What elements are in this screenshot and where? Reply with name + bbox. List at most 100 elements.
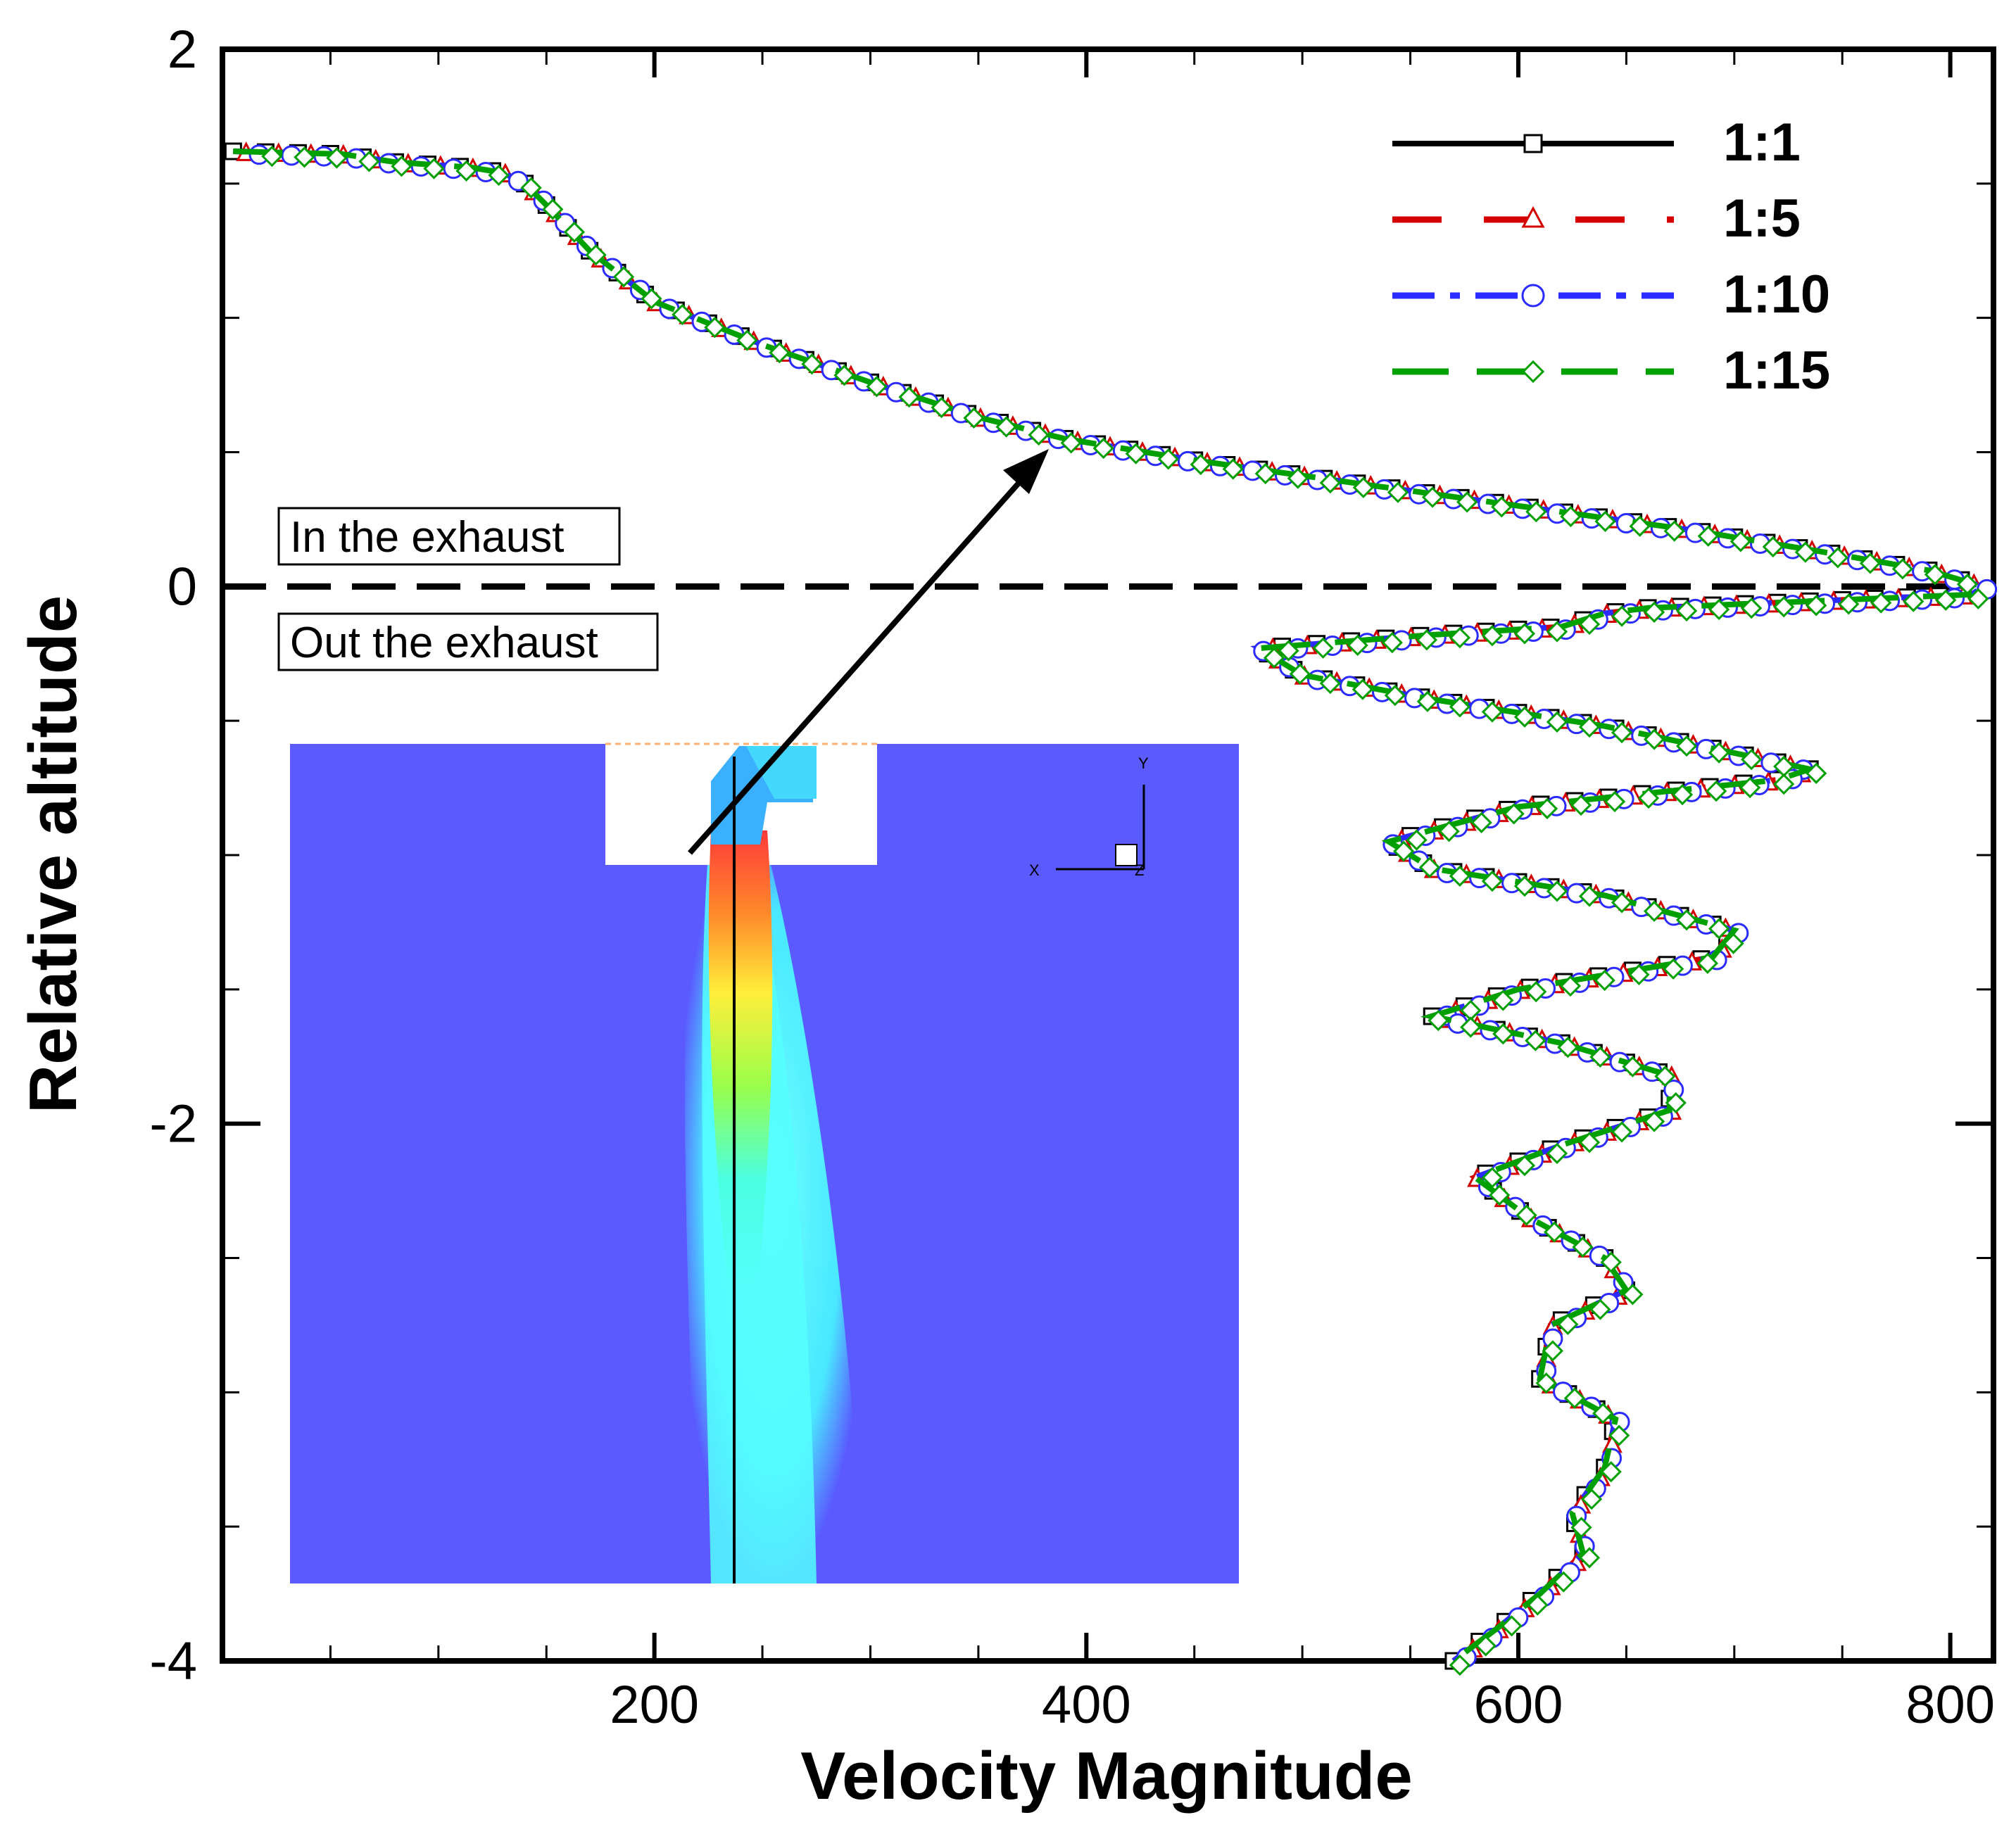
marker-diamond bbox=[1741, 598, 1763, 619]
marker-diamond bbox=[1580, 1488, 1603, 1510]
marker-diamond bbox=[1028, 424, 1050, 446]
marker-diamond bbox=[1421, 486, 1444, 508]
marker-diamond bbox=[1557, 1313, 1579, 1335]
marker-diamond bbox=[1643, 1111, 1665, 1132]
marker-diamond bbox=[358, 151, 380, 172]
marker-diamond bbox=[931, 396, 952, 419]
marker-diamond bbox=[1416, 629, 1438, 651]
marker-diamond bbox=[1870, 592, 1892, 614]
marker-diamond bbox=[1449, 1654, 1471, 1676]
marker-diamond bbox=[1611, 892, 1633, 914]
marker-diamond bbox=[1525, 501, 1547, 523]
marker-diamond bbox=[1611, 721, 1633, 744]
marker-diamond bbox=[1675, 909, 1698, 931]
marker-diamond bbox=[1643, 900, 1665, 922]
marker-diamond bbox=[1637, 787, 1660, 809]
marker-diamond bbox=[1654, 1066, 1676, 1087]
marker-diamond bbox=[1546, 711, 1568, 733]
marker-diamond bbox=[898, 386, 920, 408]
marker-diamond bbox=[1449, 865, 1471, 887]
x-tick-label: 600 bbox=[1474, 1675, 1563, 1735]
marker-diamond bbox=[391, 156, 412, 177]
marker-diamond bbox=[1594, 510, 1616, 532]
marker-diamond bbox=[1319, 672, 1341, 695]
marker-diamond bbox=[1570, 794, 1592, 816]
y-tick-label: 0 bbox=[168, 557, 197, 617]
inset-z-label: Z bbox=[1135, 861, 1144, 879]
marker-diamond bbox=[1643, 728, 1665, 750]
marker-diamond bbox=[1092, 437, 1114, 460]
inset-axis-triad: Y X Z bbox=[1029, 754, 1149, 879]
marker-diamond bbox=[1838, 593, 1860, 615]
marker-diamond bbox=[1428, 1009, 1449, 1032]
marker-diamond bbox=[1513, 875, 1536, 897]
annotation-out-exhaust-label: Out the exhaust bbox=[290, 619, 598, 667]
legend-marker-square bbox=[1523, 134, 1543, 153]
marker-diamond bbox=[704, 317, 726, 339]
marker-diamond bbox=[1935, 589, 1957, 611]
marker-diamond bbox=[585, 244, 607, 266]
marker-diamond bbox=[1643, 601, 1665, 623]
marker-diamond bbox=[1546, 880, 1568, 902]
marker-diamond bbox=[1438, 821, 1460, 842]
legend-entry-1-10: 1:10 bbox=[1392, 265, 1830, 324]
marker-diamond bbox=[1470, 811, 1492, 833]
marker-diamond bbox=[1481, 625, 1504, 647]
marker-diamond bbox=[326, 147, 348, 169]
marker-diamond bbox=[1604, 790, 1626, 813]
legend-label-1-1: 1:1 bbox=[1723, 113, 1801, 172]
marker-diamond bbox=[1608, 1424, 1630, 1446]
marker-diamond bbox=[1705, 780, 1727, 802]
marker-diamond bbox=[1475, 1635, 1497, 1657]
marker-diamond bbox=[1501, 1615, 1523, 1637]
marker-diamond bbox=[1546, 621, 1568, 643]
marker-diamond bbox=[963, 407, 985, 429]
marker-diamond bbox=[1289, 663, 1311, 685]
marker-diamond bbox=[1416, 690, 1439, 712]
legend-marker-triangle bbox=[1521, 206, 1545, 228]
marker-diamond bbox=[542, 198, 564, 220]
marker-diamond bbox=[294, 146, 315, 168]
marker-diamond bbox=[1671, 783, 1694, 806]
marker-diamond bbox=[1773, 596, 1795, 618]
marker-diamond bbox=[1060, 432, 1082, 454]
y-axis-title: Relative altitude bbox=[15, 595, 91, 1113]
legend-entry-1-5: 1:5 bbox=[1392, 189, 1801, 248]
marker-diamond bbox=[1456, 491, 1478, 513]
inset-flow-field-image: Y X Z bbox=[290, 742, 1239, 1583]
x-axis-title: Velocity Magnitude bbox=[800, 1738, 1412, 1814]
marker-diamond bbox=[1384, 685, 1406, 707]
marker-diamond bbox=[1527, 1594, 1549, 1616]
marker-diamond bbox=[1572, 1236, 1594, 1258]
marker-diamond bbox=[1536, 797, 1558, 820]
marker-diamond bbox=[1806, 595, 1827, 617]
marker-diamond bbox=[1544, 1221, 1565, 1243]
marker-diamond bbox=[1513, 1154, 1536, 1177]
marker-diamond bbox=[1578, 1132, 1601, 1153]
marker-diamond bbox=[1481, 870, 1504, 892]
marker-diamond bbox=[1449, 627, 1471, 649]
x-tick-label: 200 bbox=[610, 1675, 699, 1735]
marker-diamond bbox=[1578, 716, 1601, 738]
marker-diamond bbox=[1263, 647, 1285, 669]
marker-diamond bbox=[1557, 1037, 1579, 1058]
marker-diamond bbox=[1578, 885, 1601, 907]
marker-diamond bbox=[1589, 1046, 1611, 1068]
marker-diamond bbox=[1449, 696, 1471, 718]
inset-y-label: Y bbox=[1138, 754, 1149, 772]
marker-diamond bbox=[1492, 1023, 1514, 1045]
inset-x-label: X bbox=[1029, 861, 1040, 879]
legend: 1:1 1:5 1:10 1:15 bbox=[1392, 113, 1830, 400]
marker-diamond bbox=[1611, 605, 1633, 627]
marker-diamond bbox=[520, 177, 542, 198]
marker-diamond bbox=[1481, 701, 1504, 723]
marker-diamond bbox=[1278, 640, 1299, 662]
marker-diamond bbox=[1525, 981, 1547, 1003]
legend-marker-circle bbox=[1521, 284, 1545, 308]
x-tick-label: 800 bbox=[1905, 1675, 1995, 1735]
y-tick-label: 2 bbox=[168, 20, 197, 80]
marker-diamond bbox=[1516, 1204, 1537, 1226]
annotation-out-exhaust: Out the exhaust bbox=[277, 612, 659, 671]
marker-diamond bbox=[1570, 1517, 1592, 1538]
marker-diamond bbox=[1722, 933, 1744, 954]
